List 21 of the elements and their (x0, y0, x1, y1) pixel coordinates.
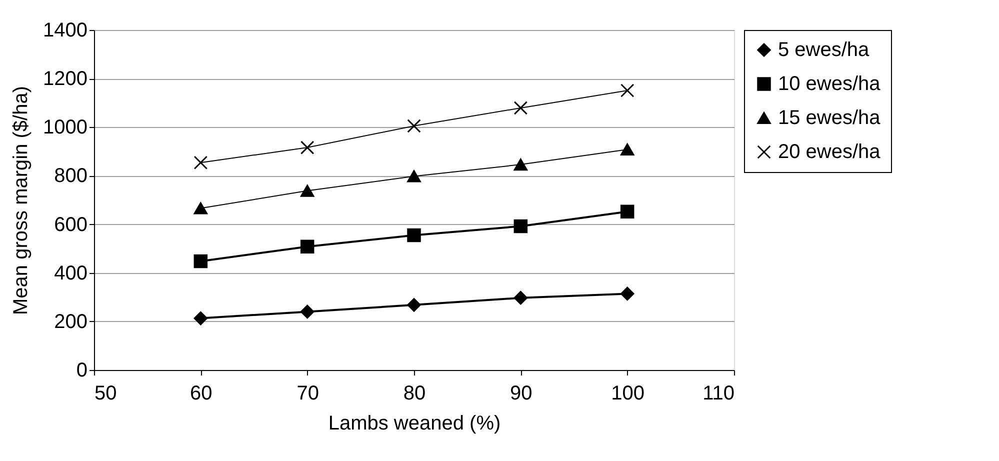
x-tick-label: 110 (702, 382, 734, 404)
y-axis-title: Mean gross margin ($/ha) (10, 86, 32, 315)
x-tick-label: 80 (403, 382, 426, 404)
legend-label: 5 ewes/ha (778, 39, 870, 61)
y-tick-label: 400 (54, 262, 88, 284)
y-tick-label: 800 (54, 165, 88, 188)
x-tick-label: 100 (611, 382, 645, 404)
x-tick-label: 90 (510, 382, 532, 404)
legend-label: 10 ewes/ha (778, 73, 882, 95)
y-tick-label: 200 (54, 310, 88, 333)
legend-label: 15 ewes/ha (778, 107, 882, 129)
y-tick-label: 1400 (43, 20, 88, 42)
x-axis-title: Lambs weaned (%) (328, 412, 501, 434)
x-tick-label: 50 (94, 382, 117, 404)
x-tick-label: 70 (296, 382, 319, 404)
x-tick-label: 60 (190, 382, 212, 404)
y-tick-label: 600 (54, 214, 88, 236)
legend-label: 20 ewes/ha (778, 141, 882, 163)
y-tick-label: 0 (76, 360, 88, 382)
y-tick-label: 1200 (43, 68, 88, 90)
y-tick-label: 1000 (43, 116, 88, 139)
